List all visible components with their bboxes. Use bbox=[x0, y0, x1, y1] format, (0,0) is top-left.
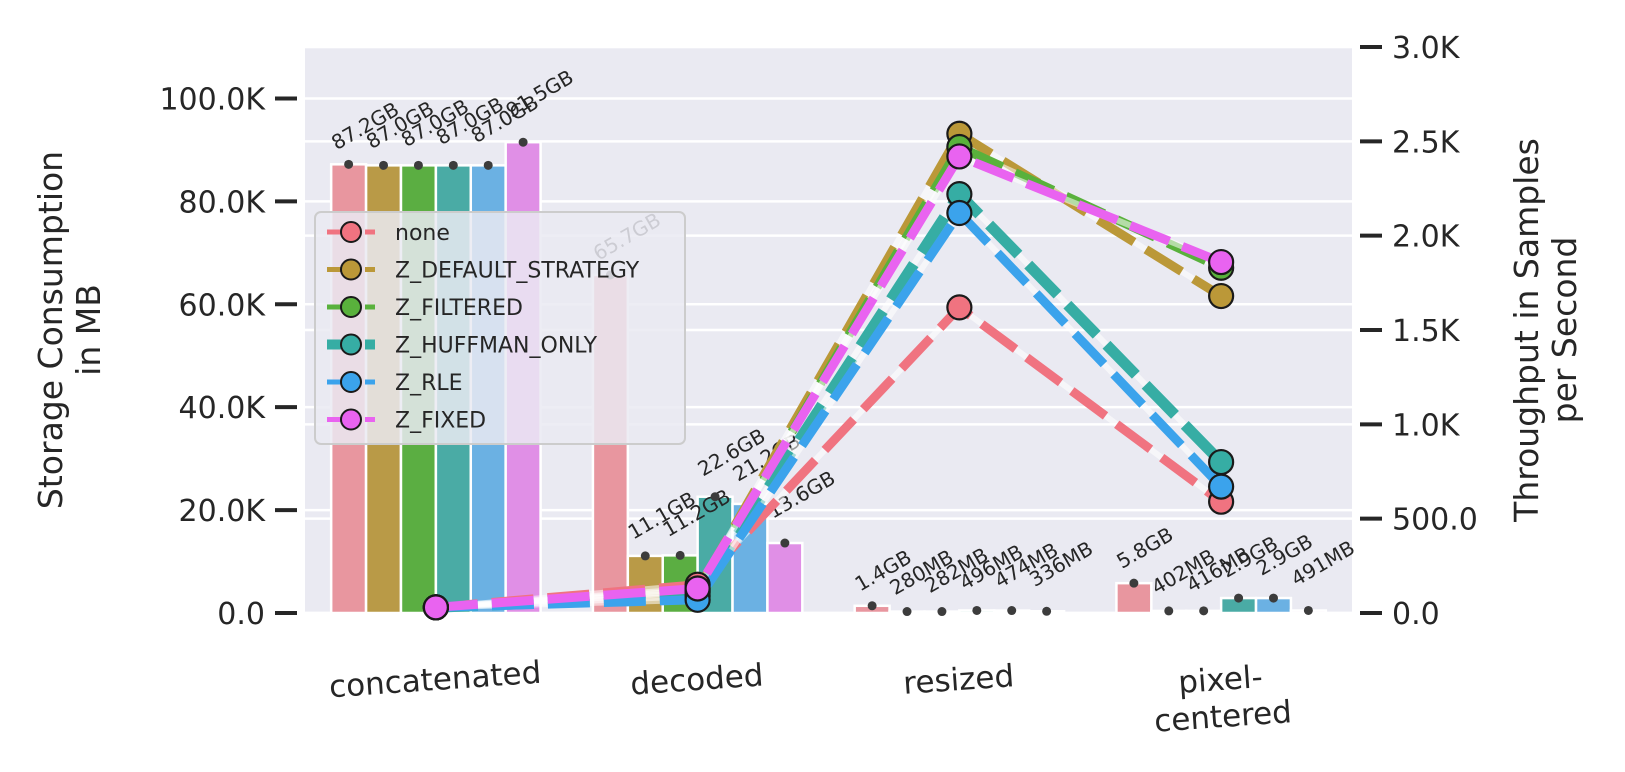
right-axis-title: Throughput in Samplesper Second bbox=[1507, 138, 1584, 523]
category-label: concatenated bbox=[328, 655, 542, 706]
right-axis-title-line: Throughput in Samples bbox=[1507, 138, 1546, 523]
left-axis-title-line: in MB bbox=[69, 284, 108, 376]
left-axis-tick-label: 80.0K bbox=[179, 185, 267, 220]
right-axis-tick-label: 500.0 bbox=[1392, 503, 1478, 538]
throughput-line bbox=[435, 208, 1225, 612]
legend-marker bbox=[340, 408, 362, 431]
bar-value-dot bbox=[867, 601, 877, 611]
throughput-marker bbox=[946, 294, 973, 321]
left-axis-title-line: Storage Consumption bbox=[31, 151, 70, 509]
right-axis-tick-label: 2.5K bbox=[1392, 125, 1461, 160]
left-axis-tick-label: 20.0K bbox=[179, 494, 267, 529]
category-label: decoded bbox=[629, 657, 764, 702]
bar-value-dot bbox=[483, 160, 493, 170]
bar-value-dot bbox=[780, 538, 790, 548]
bar-value-dot bbox=[1303, 605, 1313, 615]
bar-value-dot bbox=[1268, 593, 1278, 603]
bar-value-dot bbox=[972, 605, 982, 615]
bar-value-dot bbox=[1129, 578, 1139, 588]
bar-value-dot bbox=[413, 160, 423, 170]
bar-value-dot bbox=[710, 492, 720, 502]
right-axis-tick-label: 2.0K bbox=[1392, 220, 1461, 255]
category-label-line: concatenated bbox=[328, 655, 542, 706]
category-label-line: centered bbox=[1153, 694, 1293, 740]
legend-label: Z_FIXED bbox=[395, 409, 486, 434]
bar-value-dot bbox=[1007, 606, 1017, 616]
legend-label: Z_HUFFMAN_ONLY bbox=[395, 334, 598, 359]
left-axis-tick-label: 0.0 bbox=[217, 597, 265, 632]
category-label-line: resized bbox=[902, 658, 1015, 702]
throughput-marker bbox=[1208, 248, 1235, 276]
throughput-marker bbox=[684, 575, 711, 602]
throughput-marker bbox=[422, 594, 449, 621]
throughput-marker bbox=[946, 143, 973, 170]
bar-value-dot bbox=[902, 607, 912, 617]
throughput-line bbox=[435, 151, 1223, 612]
right-axis-tick-label: 1.0K bbox=[1392, 408, 1461, 443]
bar-value-dot bbox=[937, 607, 947, 617]
category-label: pixel-centered bbox=[1150, 657, 1293, 739]
left-axis-tick-label: 100.0K bbox=[159, 82, 266, 117]
throughput-marker bbox=[1208, 282, 1235, 310]
left-axis-tick-label: 40.0K bbox=[179, 391, 267, 426]
throughput-marker bbox=[946, 199, 973, 227]
bar-value-dot bbox=[675, 550, 685, 560]
right-axis-title-line: per Second bbox=[1545, 237, 1584, 424]
bar-value-dot bbox=[518, 137, 528, 147]
left-axis-tick-label: 60.0K bbox=[179, 288, 267, 323]
bar-value-dot bbox=[1199, 606, 1209, 616]
legend-box bbox=[314, 211, 686, 445]
bar bbox=[766, 541, 804, 615]
legend-marker bbox=[340, 333, 362, 356]
legend-marker bbox=[340, 258, 362, 281]
legend-marker bbox=[340, 371, 362, 393]
bar-value-dot bbox=[1164, 606, 1174, 616]
legend-marker bbox=[340, 296, 362, 318]
legend-label: Z_FILTERED bbox=[395, 296, 523, 321]
category-label: resized bbox=[902, 658, 1015, 702]
category-label-line: pixel- bbox=[1177, 659, 1264, 701]
legend-label: Z_DEFAULT_STRATEGY bbox=[395, 259, 640, 284]
bar-value-dot bbox=[1042, 606, 1052, 616]
right-axis-tick-label: 1.5K bbox=[1392, 314, 1461, 349]
throughput-marker bbox=[1208, 473, 1235, 500]
right-axis-tick-label: 3.0K bbox=[1392, 31, 1461, 66]
bar-value-dot bbox=[1234, 593, 1244, 603]
bar-value-dot bbox=[640, 551, 650, 561]
bar-value-dot bbox=[379, 160, 389, 170]
bar-value-dot bbox=[344, 159, 354, 169]
right-axis-tick-label: 0.0 bbox=[1392, 597, 1440, 632]
legend-marker bbox=[340, 221, 362, 243]
category-label-line: decoded bbox=[629, 657, 764, 702]
legend: none Z_DEFAULT_STRATEGY Z_FILTERED Z_HUFFMA… bbox=[314, 211, 686, 445]
legend-label: none bbox=[395, 221, 450, 246]
legend-label: Z_RLE bbox=[395, 371, 463, 396]
left-axis-title: Storage Consumptionin MB bbox=[31, 151, 108, 509]
throughput-marker bbox=[1208, 448, 1235, 476]
bar-value-dot bbox=[448, 160, 458, 170]
